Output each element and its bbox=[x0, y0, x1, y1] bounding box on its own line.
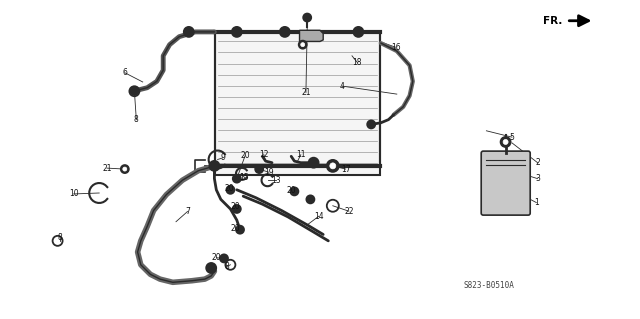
Polygon shape bbox=[300, 30, 323, 41]
Circle shape bbox=[209, 161, 220, 171]
Text: 15: 15 bbox=[239, 173, 250, 182]
Circle shape bbox=[367, 120, 375, 129]
FancyBboxPatch shape bbox=[481, 151, 530, 215]
Circle shape bbox=[255, 165, 263, 173]
Circle shape bbox=[503, 139, 508, 145]
Circle shape bbox=[330, 163, 336, 169]
Text: 2: 2 bbox=[535, 158, 540, 167]
Text: 9: 9 bbox=[220, 153, 225, 162]
Text: 3: 3 bbox=[535, 174, 540, 183]
Circle shape bbox=[236, 226, 244, 234]
Circle shape bbox=[123, 167, 127, 171]
Text: 13: 13 bbox=[271, 176, 282, 185]
Text: 1: 1 bbox=[534, 198, 539, 207]
Text: 8: 8 bbox=[57, 233, 62, 242]
Circle shape bbox=[233, 174, 241, 183]
Text: 20: 20 bbox=[211, 253, 221, 262]
Text: S823-B0510A: S823-B0510A bbox=[464, 281, 515, 290]
Circle shape bbox=[131, 87, 138, 95]
Text: FR.: FR. bbox=[543, 16, 563, 26]
Circle shape bbox=[353, 27, 364, 37]
Circle shape bbox=[227, 186, 234, 194]
Bar bbox=[215, 32, 380, 175]
Text: 14: 14 bbox=[314, 212, 324, 221]
Circle shape bbox=[206, 263, 216, 273]
Text: 22: 22 bbox=[344, 207, 353, 216]
Circle shape bbox=[121, 165, 129, 173]
Text: 11: 11 bbox=[296, 150, 305, 159]
Circle shape bbox=[301, 43, 305, 47]
Circle shape bbox=[308, 158, 319, 168]
Text: 20: 20 bbox=[286, 186, 296, 195]
Circle shape bbox=[232, 27, 242, 37]
Text: 20: 20 bbox=[230, 202, 241, 211]
Text: 16: 16 bbox=[390, 43, 401, 52]
Text: 17: 17 bbox=[340, 165, 351, 174]
Text: 5: 5 bbox=[509, 133, 515, 142]
Text: 21: 21 bbox=[102, 164, 111, 173]
Text: 20: 20 bbox=[240, 151, 250, 160]
Text: 8: 8 bbox=[134, 115, 139, 124]
Circle shape bbox=[291, 187, 298, 196]
Circle shape bbox=[299, 41, 307, 49]
Circle shape bbox=[280, 27, 290, 37]
Circle shape bbox=[185, 28, 193, 36]
Text: 7: 7 bbox=[185, 207, 190, 216]
Circle shape bbox=[327, 160, 339, 172]
Text: 18: 18 bbox=[353, 58, 362, 67]
Text: 12: 12 bbox=[259, 150, 268, 159]
Text: 4: 4 bbox=[340, 82, 345, 91]
Text: 20: 20 bbox=[224, 184, 234, 193]
Text: 19: 19 bbox=[264, 168, 274, 177]
Circle shape bbox=[500, 137, 511, 147]
Text: 8: 8 bbox=[225, 262, 230, 271]
Text: 20: 20 bbox=[230, 224, 241, 233]
Circle shape bbox=[303, 13, 311, 22]
Circle shape bbox=[307, 195, 314, 204]
Text: 6: 6 bbox=[122, 68, 127, 77]
Text: 21: 21 bbox=[301, 88, 310, 97]
Text: 10: 10 bbox=[68, 189, 79, 198]
Circle shape bbox=[220, 254, 228, 263]
Circle shape bbox=[233, 205, 241, 213]
